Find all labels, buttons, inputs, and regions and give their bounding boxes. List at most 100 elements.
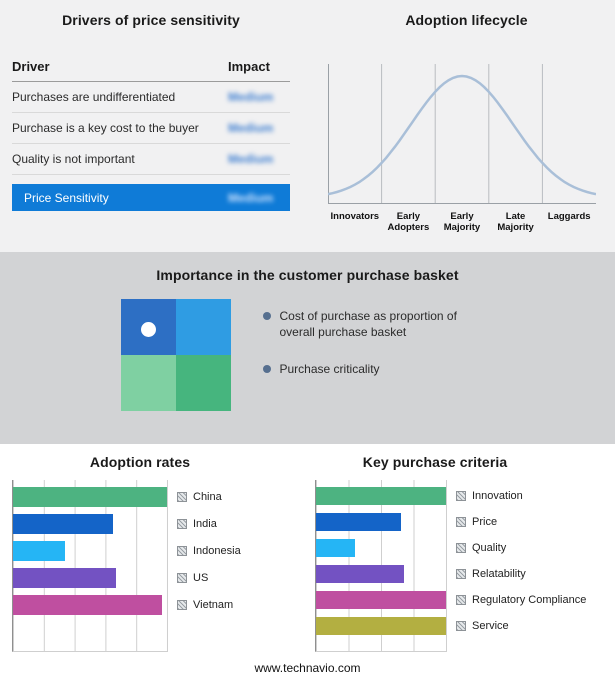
bar-us bbox=[13, 567, 117, 588]
impact-column-header: Impact bbox=[228, 59, 270, 74]
legend-label: Relatability bbox=[472, 568, 526, 580]
legend-label: Vietnam bbox=[193, 598, 234, 611]
drivers-table-header: Driver Impact bbox=[12, 52, 290, 82]
legend-swatch-icon bbox=[456, 517, 466, 527]
legend-label: Service bbox=[472, 620, 509, 632]
purchase-criteria-title: Key purchase criteria bbox=[362, 454, 508, 470]
bar-india bbox=[13, 513, 114, 534]
bar-row bbox=[13, 591, 167, 618]
bell-curve-path bbox=[327, 74, 597, 196]
website-url: www.technavio.com bbox=[254, 661, 361, 675]
bar-china bbox=[13, 486, 167, 507]
stage-label: Early Adopters bbox=[387, 211, 430, 233]
legend-swatch-icon bbox=[456, 569, 466, 579]
stage-label: Laggards bbox=[547, 211, 591, 222]
purchase-criteria-legend: Innovation Price Quality Relatability Regula… bbox=[456, 480, 586, 652]
bullet-text: Cost of purchase as proportion of overal… bbox=[279, 309, 457, 339]
purchase-criteria-plot bbox=[315, 480, 447, 652]
legend-item: US bbox=[177, 564, 241, 591]
bar-quality bbox=[316, 539, 355, 557]
price-sensitivity-label: Price Sensitivity bbox=[24, 190, 109, 205]
bar-regulatory-compliance bbox=[316, 591, 446, 609]
drivers-table: Driver Impact Purchases are undifferenti… bbox=[12, 52, 290, 211]
lifecycle-stage-labels: Innovators Early Adopters Early Majority La… bbox=[328, 211, 596, 234]
quadrant-cell bbox=[120, 355, 176, 411]
legend-label: Price bbox=[472, 516, 498, 528]
bar-row bbox=[13, 483, 167, 510]
bell-curve-svg bbox=[327, 64, 597, 204]
legend-swatch-icon bbox=[456, 543, 466, 553]
driver-column-header: Driver bbox=[12, 59, 50, 74]
adoption-rates-plot bbox=[12, 480, 168, 652]
bottom-section: Adoption rates China India Indonesia US Viet… bbox=[0, 444, 615, 656]
quadrant-cell bbox=[175, 299, 231, 355]
bar-row bbox=[316, 613, 446, 639]
bar-row bbox=[316, 561, 446, 587]
legend-swatch-icon bbox=[177, 572, 187, 583]
legend-item: China bbox=[177, 483, 241, 510]
bar-row bbox=[13, 510, 167, 537]
driver-row: Quality is not important Medium bbox=[12, 144, 290, 175]
stage-label: Early Majority bbox=[443, 211, 481, 233]
legend-label: India bbox=[193, 517, 217, 530]
lifecycle-title: Adoption lifecycle bbox=[405, 12, 528, 28]
driver-label: Purchases are undifferentiated bbox=[12, 90, 176, 104]
legend-swatch-icon bbox=[456, 491, 466, 501]
impact-value: Medium bbox=[228, 152, 274, 166]
impact-value: Medium bbox=[228, 121, 274, 135]
bar-indonesia bbox=[13, 540, 66, 561]
legend-item: Service bbox=[456, 613, 586, 639]
bar-row bbox=[13, 537, 167, 564]
basket-title: Importance in the customer purchase bask… bbox=[156, 267, 459, 283]
bar-row bbox=[316, 535, 446, 561]
legend-swatch-icon bbox=[177, 491, 187, 502]
legend-swatch-icon bbox=[177, 545, 187, 556]
price-sensitivity-row: Price Sensitivity Medium bbox=[12, 184, 290, 211]
quadrant-matrix bbox=[120, 299, 231, 411]
legend-item: India bbox=[177, 510, 241, 537]
bar-row bbox=[316, 483, 446, 509]
legend-item: Regulatory Compliance bbox=[456, 587, 586, 613]
quadrant-cell bbox=[175, 355, 231, 411]
top-section: Drivers of price sensitivity Driver Impa… bbox=[0, 0, 615, 252]
legend-label: Innovation bbox=[472, 490, 523, 502]
legend-item: Relatability bbox=[456, 561, 586, 587]
adoption-rates-chart: China India Indonesia US Vietnam bbox=[0, 480, 300, 652]
bar-relatability bbox=[316, 565, 405, 583]
impact-value: Medium bbox=[228, 90, 274, 104]
driver-row: Purchases are undifferentiated Medium bbox=[12, 82, 290, 113]
basket-bullet-item: Cost of purchase as proportion of overal… bbox=[262, 309, 495, 340]
legend-label: Indonesia bbox=[193, 544, 241, 557]
purchase-criteria-chart: Innovation Price Quality Relatability Regula… bbox=[300, 480, 615, 652]
lifecycle-panel: Adoption lifecycle Innovators Early Adopt… bbox=[310, 0, 615, 252]
basket-body: Cost of purchase as proportion of overal… bbox=[0, 299, 615, 411]
bar-row bbox=[13, 564, 167, 591]
bar-row bbox=[316, 587, 446, 613]
legend-swatch-icon bbox=[456, 621, 466, 631]
drivers-panel: Drivers of price sensitivity Driver Impa… bbox=[0, 0, 310, 252]
adoption-rates-panel: Adoption rates China India Indonesia US Viet… bbox=[0, 454, 300, 656]
driver-row: Purchase is a key cost to the buyer Mediu… bbox=[12, 113, 290, 144]
bullet-text: Purchase criticality bbox=[279, 362, 380, 377]
legend-item: Vietnam bbox=[177, 591, 241, 618]
legend-label: China bbox=[193, 490, 222, 503]
drivers-rows: Purchases are undifferentiated Medium Purc… bbox=[12, 82, 290, 175]
legend-item: Indonesia bbox=[177, 537, 241, 564]
bar-vietnam bbox=[13, 594, 163, 615]
adoption-rates-title: Adoption rates bbox=[89, 454, 191, 470]
legend-item: Quality bbox=[456, 535, 586, 561]
bar-innovation bbox=[316, 487, 446, 505]
driver-label: Quality is not important bbox=[12, 152, 135, 166]
basket-bullet-item: Purchase criticality bbox=[262, 362, 495, 378]
bar-row bbox=[316, 509, 446, 535]
basket-panel: Importance in the customer purchase bask… bbox=[0, 252, 615, 444]
footer: www.technavio.com bbox=[0, 656, 615, 680]
position-dot-icon bbox=[140, 322, 156, 337]
legend-label: Regulatory Compliance bbox=[472, 594, 587, 606]
legend-swatch-icon bbox=[456, 595, 466, 605]
legend-item: Innovation bbox=[456, 483, 586, 509]
bar-price bbox=[316, 513, 401, 531]
price-sensitivity-impact: Medium bbox=[228, 190, 274, 205]
legend-label: US bbox=[193, 571, 209, 584]
